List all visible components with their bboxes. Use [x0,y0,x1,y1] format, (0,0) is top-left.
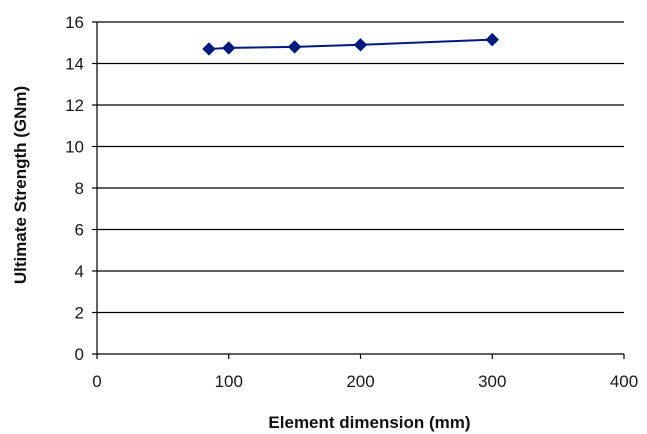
y-tick-label-14: 14 [65,55,84,74]
x-tick-label-300: 300 [478,372,506,391]
y-tick-label-12: 12 [65,96,84,115]
series-line-0 [208,38,493,50]
y-tick-label-16: 16 [65,13,84,32]
grid-lines [97,21,624,314]
y-axis-title: Ultimate Strength (GNm) [11,86,30,284]
y-tick-label-4: 4 [75,262,84,281]
x-axis-title: Element dimension (mm) [268,413,470,432]
x-tick-label-100: 100 [215,372,243,391]
data-point-100 [222,41,236,55]
data-point-300 [485,32,499,47]
y-tick-label-10: 10 [65,138,84,157]
y-tick-label-0: 0 [75,345,84,364]
series [208,38,493,50]
data-point-150 [287,40,302,54]
x-tick-label-400: 400 [610,372,638,391]
x-tick-label-0: 0 [92,372,101,391]
x-tick-label-200: 200 [346,372,374,391]
data-points [202,32,499,56]
data-point-200 [353,38,368,52]
y-tick-label-2: 2 [75,304,84,323]
tick-marks: 0 2 4 6 8 10 12 14 16 0 100 200 300 400 [65,13,638,391]
y-tick-label-8: 8 [75,179,84,198]
data-point-85 [202,42,216,56]
y-tick-label-6: 6 [75,221,84,240]
